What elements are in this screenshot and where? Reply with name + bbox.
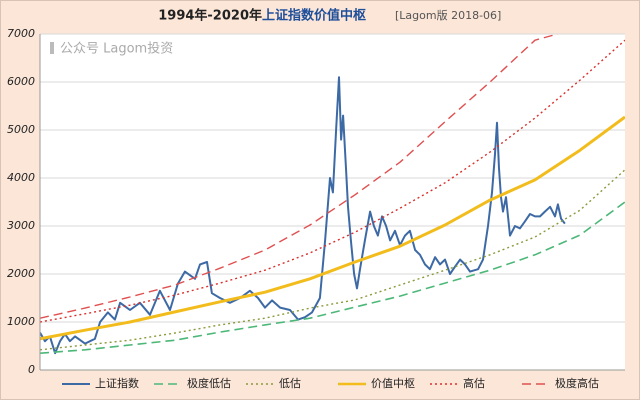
series-line — [40, 169, 625, 351]
y-tick-label: 4000 — [7, 171, 35, 184]
y-tick-label: 2000 — [7, 267, 35, 280]
chart-title: 1994年-2020年 — [158, 8, 262, 24]
legend-label: 极度高估 — [555, 376, 599, 390]
legend-label: 低估 — [279, 377, 301, 390]
y-tick-label: 5000 — [7, 123, 35, 136]
plot-area — [40, 34, 625, 370]
y-tick-label: 0 — [28, 363, 35, 376]
y-tick-label: 7000 — [7, 27, 35, 40]
chart-subtitle: [Lagom版 2018-06] — [395, 8, 501, 22]
legend-label: 高估 — [463, 376, 485, 390]
watermark-bar — [50, 42, 54, 54]
y-tick-label: 6000 — [7, 75, 35, 88]
chart-title-highlight: 上证指数价值中枢 — [262, 8, 366, 24]
y-tick-label: 1000 — [7, 315, 35, 328]
series-line — [40, 201, 625, 354]
series-line — [40, 76, 566, 355]
series-line — [40, 34, 558, 319]
y-tick-label: 3000 — [7, 219, 35, 232]
legend-label: 极度低估 — [187, 376, 231, 390]
watermark: 公众号 Lagom投资 — [60, 41, 173, 57]
legend-label: 上证指数 — [95, 376, 139, 390]
legend-label: 价值中枢 — [371, 376, 415, 390]
series-line — [40, 115, 625, 341]
